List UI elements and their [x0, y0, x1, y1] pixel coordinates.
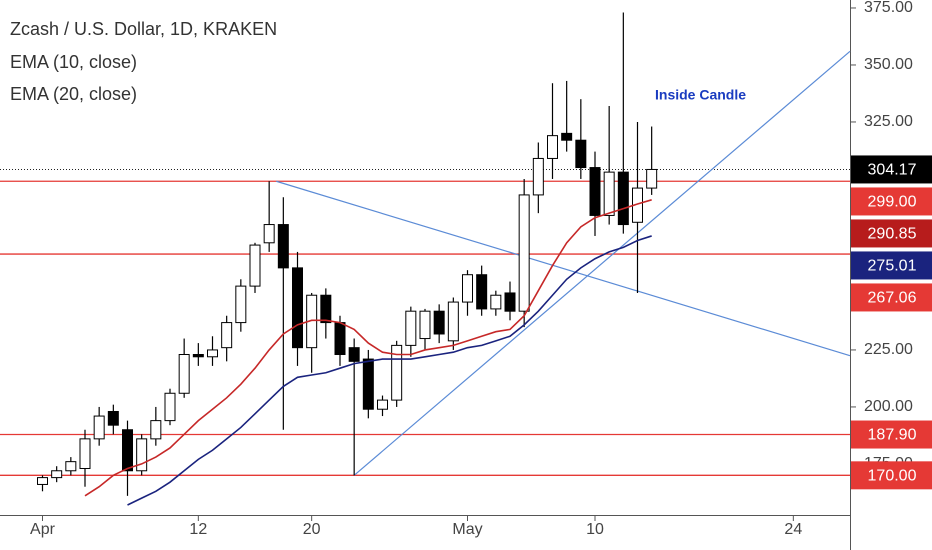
candle-body: [589, 167, 601, 216]
candle-body: [476, 274, 488, 310]
candle-body: [447, 301, 459, 342]
price-badge-label: 170.00: [868, 468, 917, 485]
candle-body: [532, 157, 544, 196]
price-badge-label: 267.06: [868, 290, 917, 307]
candle-body: [462, 274, 473, 303]
price-badge-label: 187.90: [868, 427, 917, 444]
y-tick-label: 350.00: [864, 56, 913, 73]
x-tick-label: 12: [189, 521, 207, 538]
candle-body: [65, 461, 77, 472]
price-badge: [851, 420, 932, 449]
candle-body: [547, 135, 558, 159]
candle-body: [603, 171, 615, 216]
candle-body: [320, 294, 332, 324]
candle-body: [249, 244, 261, 287]
candle-body: [136, 438, 148, 472]
x-tick-label: 24: [784, 521, 802, 538]
ema-line: [127, 235, 652, 506]
candle-body: [334, 322, 346, 356]
candle-body: [377, 399, 388, 410]
candle-body: [122, 429, 133, 472]
trend-line: [353, 50, 851, 476]
candle-body: [490, 294, 502, 310]
candle-body: [37, 477, 48, 485]
candle-body: [561, 132, 573, 141]
price-badge-label: 304.17: [868, 162, 917, 179]
candle-body: [504, 292, 516, 312]
candle-body: [362, 358, 374, 410]
candle-body: [405, 310, 417, 346]
candle-body: [221, 322, 233, 349]
price-badge: [851, 219, 932, 248]
candle-body: [292, 267, 303, 349]
y-tick-label: 225.00: [864, 341, 913, 358]
candle-body: [93, 415, 105, 440]
price-badge: [851, 187, 932, 216]
candle-body: [107, 410, 119, 426]
x-tick-label: 10: [586, 521, 604, 538]
candle-body: [419, 310, 431, 340]
candle-body: [518, 194, 530, 312]
candle-body: [150, 420, 162, 440]
y-tick-label: 200.00: [864, 398, 913, 415]
candle-body: [79, 438, 91, 469]
candle-body: [433, 310, 445, 335]
price-badge: [851, 461, 932, 490]
candle-body: [207, 349, 218, 358]
legend-entry: EMA (20, close): [10, 84, 137, 104]
candle-body: [192, 354, 204, 358]
chart-title: Zcash / U.S. Dollar, 1D, KRAKEN: [10, 19, 277, 39]
trend-line: [276, 180, 851, 357]
ema-line: [84, 199, 652, 497]
candle-body: [646, 168, 658, 189]
candle-body: [617, 171, 629, 226]
price-badge-label: 290.85: [868, 226, 917, 243]
price-badge: [851, 251, 932, 280]
price-badge-label: 299.00: [868, 194, 917, 211]
x-tick-label: 20: [303, 521, 321, 538]
candle-body: [277, 224, 289, 269]
plot-area: [0, 12, 851, 506]
y-tick-label: 325.00: [864, 113, 913, 130]
annotation: Inside Candle: [655, 87, 746, 103]
price-badge: [851, 283, 932, 312]
x-tick-label: May: [452, 521, 482, 538]
candle-body: [178, 354, 190, 394]
candle-body: [235, 285, 247, 324]
candle-body: [348, 347, 360, 362]
candle-body: [51, 470, 63, 479]
legend-entry: EMA (10, close): [10, 52, 137, 72]
x-tick-label: Apr: [30, 521, 56, 538]
candle-body: [575, 139, 587, 169]
y-tick-label: 375.00: [864, 0, 913, 16]
candle-body: [391, 344, 403, 401]
price-badge-label: 275.01: [868, 258, 917, 275]
price-badge: [851, 155, 932, 184]
candle-body: [164, 392, 176, 422]
candle-body: [263, 224, 275, 244]
